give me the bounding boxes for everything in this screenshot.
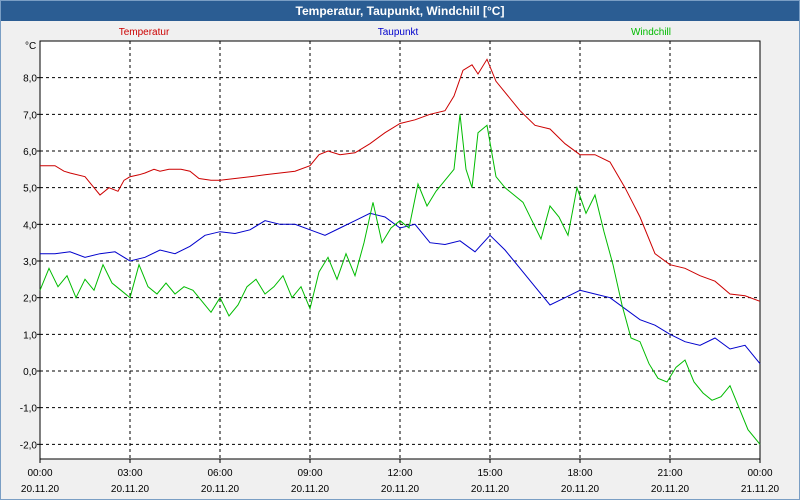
x-tick-date-label: 21.11.20: [741, 484, 780, 495]
y-tick-label: 8,0: [23, 74, 37, 85]
x-tick-date-label: 20.11.20: [561, 484, 600, 495]
x-tick-time-label: 21:00: [657, 468, 682, 479]
y-tick-label: -2,0: [20, 440, 38, 451]
legend-item-temperatur: Temperatur: [119, 27, 170, 38]
data-series: [39, 58, 761, 445]
x-tick-time-label: 18:00: [567, 468, 592, 479]
y-tick-label: 3,0: [23, 257, 37, 268]
x-tick-date-label: 20.11.20: [21, 484, 60, 495]
x-tick-time-label: 03:00: [117, 468, 142, 479]
chart-title: Temperatur, Taupunkt, Windchill [°C]: [1, 1, 799, 21]
x-tick-date-label: 20.11.20: [381, 484, 420, 495]
x-tick-date-label: 20.11.20: [201, 484, 240, 495]
x-tick-time-label: 09:00: [297, 468, 322, 479]
y-tick-label: 0,0: [23, 367, 37, 378]
x-tick-time-label: 06:00: [207, 468, 232, 479]
x-tick-time-label: 15:00: [477, 468, 502, 479]
y-tick-label: 4,0: [23, 220, 37, 231]
y-tick-label: -1,0: [20, 404, 38, 415]
x-tick-time-label: 00:00: [747, 468, 772, 479]
y-axis-ticks: 8,0 7,0 6,0 5,0 4,0 3,0 2,0 1,0 0,0 -1,0 -2,0: [20, 74, 40, 451]
x-tick-time-label: 00:00: [27, 468, 52, 479]
series-line-taupunkt: [40, 212, 761, 365]
grid-lines: [40, 41, 760, 459]
y-tick-label: 7,0: [23, 110, 37, 121]
series-line-temperatur: [40, 58, 761, 302]
series-line-windchill: [39, 114, 761, 445]
x-tick-date-label: 20.11.20: [291, 484, 330, 495]
x-tick-date-label: 20.11.20: [651, 484, 690, 495]
y-tick-label: 5,0: [23, 184, 37, 195]
legend: Temperatur Taupunkt Windchill: [119, 27, 671, 38]
x-tick-date-label: 20.11.20: [111, 484, 150, 495]
y-tick-label: 2,0: [23, 294, 37, 305]
y-axis-unit-label: °C: [25, 41, 36, 52]
y-tick-label: 1,0: [23, 330, 37, 341]
x-tick-date-label: 20.11.20: [471, 484, 510, 495]
y-tick-label: 6,0: [23, 147, 37, 158]
x-axis-ticks: 00:00 20.11.20 03:00 20.11.20 06:00 20.11.20 0…: [21, 459, 780, 495]
legend-item-taupunkt: Taupunkt: [378, 27, 419, 38]
legend-item-windchill: Windchill: [631, 27, 671, 38]
x-tick-time-label: 12:00: [387, 468, 412, 479]
